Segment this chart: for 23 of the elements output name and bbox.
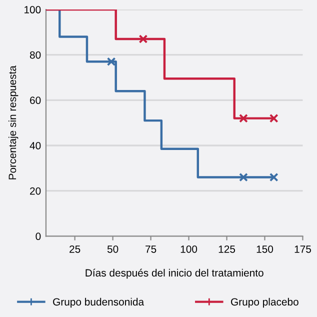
- y-axis-title: Porcentaje sin respuesta: [8, 66, 18, 180]
- point: [239, 114, 248, 123]
- y-tick-label: 100: [24, 6, 41, 14]
- x-tick-label: 25: [70, 245, 80, 253]
- y-tick-label: 80: [30, 51, 41, 59]
- x-tick-label: 175: [294, 246, 311, 253]
- point: [239, 172, 248, 182]
- legend-label: Grupo budensonida: [53, 298, 144, 308]
- y-tick-label: 40: [30, 142, 41, 150]
- y-tick-label: 60: [30, 96, 41, 104]
- x-tick-label: 100: [180, 245, 198, 253]
- x-tick-label: 125: [218, 245, 236, 253]
- y-tick-label: 20: [30, 187, 41, 195]
- x-axis-title: Días después del inicio del tratamiento: [86, 268, 264, 279]
- point: [138, 34, 148, 44]
- x-tick-label: 50: [107, 245, 118, 253]
- point: [106, 57, 116, 66]
- point: [269, 172, 278, 182]
- x-tick-label: 75: [146, 246, 156, 253]
- legend-label: Grupo placebo: [231, 298, 298, 308]
- x-tick-label: 150: [256, 245, 274, 253]
- y-tick-label: 0: [36, 232, 41, 240]
- point: [269, 114, 278, 123]
